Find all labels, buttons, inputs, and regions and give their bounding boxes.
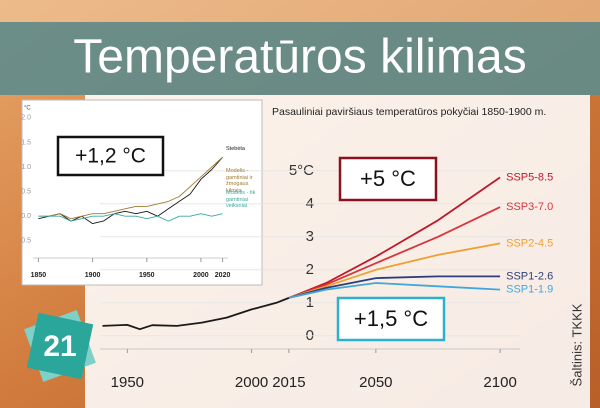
y-tick-label: 1.5 — [21, 139, 31, 146]
x-tick-label: 2020 — [215, 272, 231, 279]
series-label: SSP5-8.5 — [506, 171, 553, 183]
title-banner — [0, 22, 600, 95]
y-axis-label: °C — [24, 106, 31, 112]
y-tick-label: 2 — [306, 261, 314, 278]
x-tick-label: 2000 — [235, 374, 268, 391]
series-label: SSP3-7.0 — [506, 201, 553, 213]
inset-chart-panel — [21, 99, 263, 286]
series-line — [288, 275, 501, 299]
series-line — [38, 213, 223, 222]
series-label: SSP1-1.9 — [506, 284, 553, 296]
series-line — [288, 176, 501, 299]
y-tick-label: 0.0 — [21, 213, 31, 220]
y-tick-label: 0.5 — [21, 188, 31, 195]
annotation-box — [338, 156, 438, 202]
y-tick-label: 2.0 — [21, 115, 31, 122]
x-tick-label: 2000 — [193, 272, 209, 279]
annotation: +1,2 °C — [75, 145, 146, 168]
x-tick-label: 1950 — [139, 272, 155, 279]
y-tick-label: 5°C — [289, 162, 314, 179]
y-tick-label: -0.5 — [19, 238, 31, 245]
legend-entry: Stebėta — [226, 146, 245, 152]
y-tick-label: 3 — [306, 228, 314, 245]
sky — [0, 0, 600, 22]
x-tick-label: 2015 — [272, 374, 305, 391]
series-line — [288, 242, 501, 299]
annotation-box — [336, 296, 446, 342]
x-tick-label: 1950 — [111, 374, 144, 391]
series-label: SSP2-4.5 — [506, 237, 553, 249]
badge-shape — [26, 312, 94, 380]
x-tick-label: 1850 — [31, 272, 47, 279]
y-tick-label: 1.0 — [21, 164, 31, 171]
slide-title: Temperatūros kilimas — [73, 31, 526, 84]
x-tick-label: 2100 — [483, 374, 516, 391]
series-line — [102, 297, 290, 331]
y-tick-label: 1 — [306, 294, 314, 311]
series-label: SSP1-2.6 — [506, 270, 553, 282]
badge: 21 — [24, 310, 96, 382]
annotation-box — [56, 135, 165, 177]
x-tick-label: 2050 — [359, 374, 392, 391]
y-tick-label: 4 — [306, 195, 314, 212]
legend-entry: Modelis - gamtiniai ir žmogaus kilmės — [226, 168, 253, 194]
legend-entry: Modelis - tik gamtiniai veiksniai — [226, 190, 256, 209]
series-line — [38, 156, 223, 220]
annotation: +5 °C — [360, 166, 416, 191]
source: Šaltinis: TKKK — [569, 303, 584, 386]
annotation: +1,5 °C — [354, 306, 428, 331]
badge-number: 21 — [43, 330, 76, 363]
series-line — [288, 282, 501, 299]
chart-subtitle: Pasauliniai paviršiaus temperatūros poky… — [272, 106, 546, 118]
x-tick-label: 1900 — [85, 272, 101, 279]
y-tick-label: 0 — [306, 327, 314, 344]
series-line — [288, 206, 501, 299]
